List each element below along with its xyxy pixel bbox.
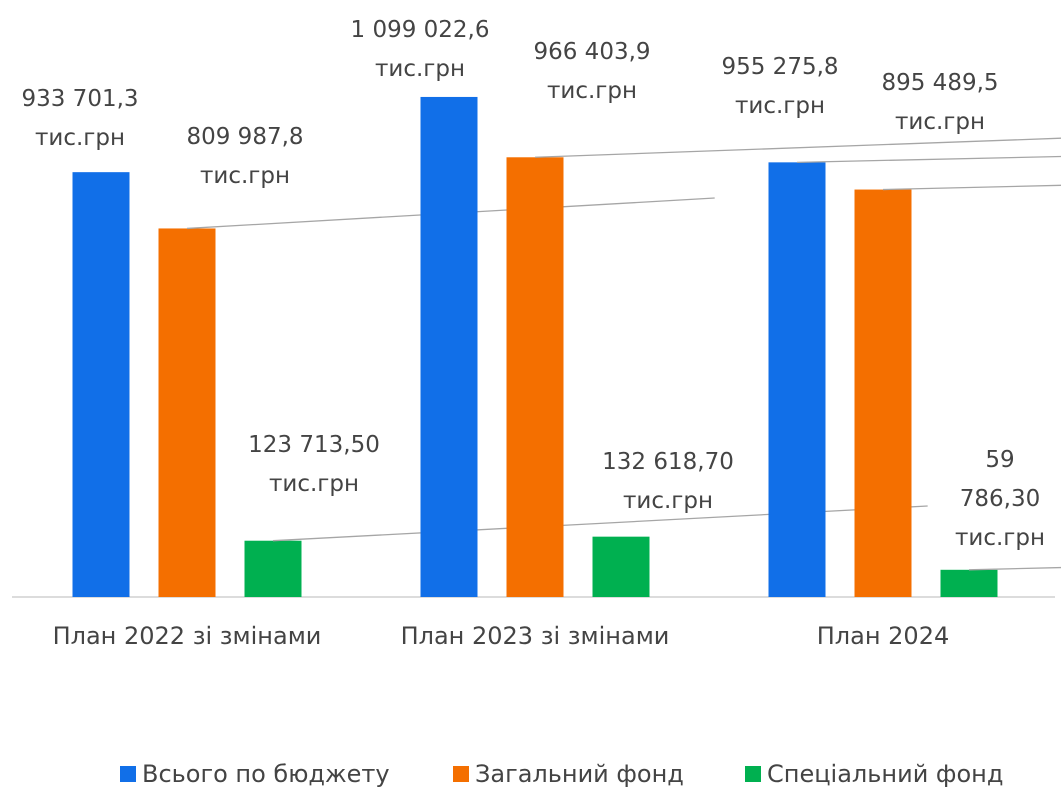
value-label: 123 713,50 тис.грн — [248, 432, 380, 497]
legend-label: Спеціальний фонд — [767, 760, 1003, 788]
leader-line — [796, 155, 1061, 163]
x-tick-label: План 2022 зі змінами — [53, 622, 322, 650]
bar — [244, 540, 302, 597]
bar — [506, 157, 564, 597]
value-label: 1 099 022,6 тис.грн — [350, 17, 490, 82]
value-label: 132 618,70 тис.грн — [602, 449, 734, 514]
value-label: 809 987,8 тис.грн — [186, 124, 304, 189]
value-label: 955 275,8 тис.грн — [721, 54, 839, 119]
bar — [854, 189, 912, 597]
bar — [420, 96, 478, 598]
leader-line — [534, 137, 1061, 158]
x-tick-label: План 2024 — [817, 622, 950, 650]
legend-label: Всього по бюджету — [142, 760, 390, 788]
value-label: 895 489,5 тис.грн — [881, 70, 999, 135]
bar — [72, 172, 130, 598]
value-label: 59 786,30 тис.грн — [954, 447, 1046, 551]
legend-swatch — [745, 766, 761, 782]
leader-line — [272, 505, 928, 542]
bar — [940, 569, 998, 597]
value-label: 966 403,9 тис.грн — [533, 39, 651, 104]
legend-label: Загальний фонд — [475, 760, 684, 788]
legend-swatch — [120, 766, 136, 782]
bar — [592, 536, 650, 597]
bar — [158, 228, 216, 597]
leader-line — [882, 184, 1061, 191]
x-tick-label: План 2023 зі змінами — [401, 622, 670, 650]
bar — [768, 162, 826, 597]
value-label: 933 701,3 тис.грн — [21, 86, 139, 151]
legend-swatch — [453, 766, 469, 782]
